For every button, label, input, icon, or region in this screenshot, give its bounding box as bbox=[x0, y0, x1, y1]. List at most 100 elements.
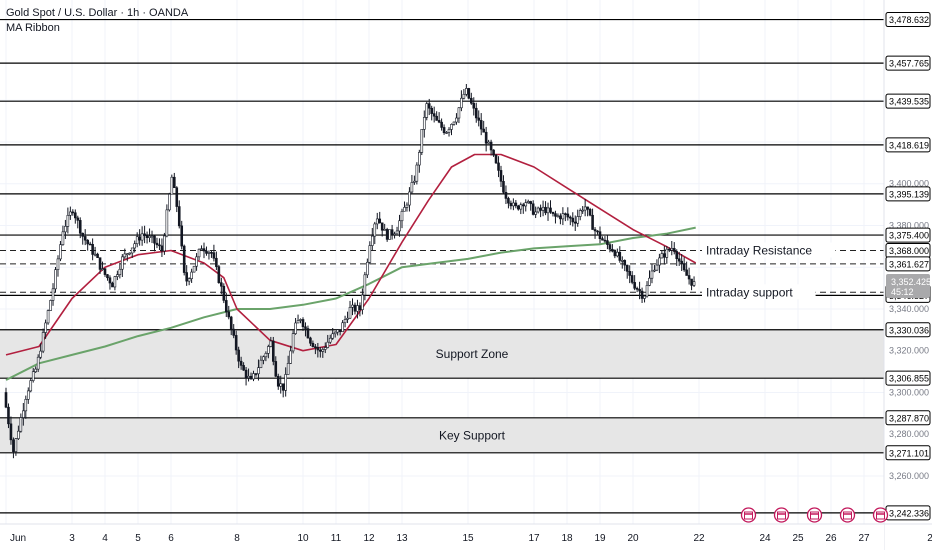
candle-body bbox=[227, 311, 231, 318]
candle bbox=[665, 246, 669, 264]
candle-body bbox=[254, 373, 258, 375]
candle bbox=[91, 238, 94, 261]
candle-body bbox=[603, 239, 607, 242]
candle-body bbox=[301, 319, 305, 328]
candle bbox=[586, 206, 589, 217]
candle bbox=[477, 110, 481, 127]
candle bbox=[158, 238, 161, 251]
candle-body bbox=[182, 245, 186, 273]
candle-body bbox=[306, 328, 310, 339]
candle-body bbox=[331, 333, 335, 339]
candle-body bbox=[155, 242, 159, 246]
candle bbox=[262, 355, 265, 365]
candle-body bbox=[660, 253, 664, 259]
candle-body bbox=[566, 213, 570, 218]
time-tick-label: 6 bbox=[168, 533, 174, 544]
candle-body bbox=[601, 238, 604, 241]
candle-body bbox=[118, 268, 122, 275]
candle bbox=[133, 240, 136, 253]
candle-body bbox=[551, 211, 555, 214]
candle-body bbox=[692, 281, 696, 286]
candle-body bbox=[586, 206, 589, 210]
candle bbox=[403, 201, 406, 212]
candle-body bbox=[685, 269, 688, 276]
calendar-event-icon bbox=[806, 507, 823, 523]
candle-body bbox=[153, 235, 156, 244]
candle bbox=[531, 200, 535, 216]
candle-body bbox=[413, 180, 416, 183]
candle-body bbox=[281, 383, 285, 391]
candle-body bbox=[499, 170, 503, 182]
candle bbox=[628, 265, 632, 284]
level-tag-label: 3,330.036 bbox=[889, 325, 929, 335]
level-tag bbox=[885, 12, 931, 28]
candle bbox=[648, 270, 651, 287]
candle bbox=[121, 254, 124, 278]
candle-body bbox=[262, 356, 265, 361]
candle bbox=[370, 227, 374, 251]
candle bbox=[519, 202, 523, 215]
candle-body bbox=[653, 269, 656, 272]
candle bbox=[145, 231, 149, 244]
level-tag bbox=[885, 137, 931, 153]
candle-body bbox=[336, 329, 339, 333]
candle-body bbox=[643, 295, 646, 299]
candle bbox=[343, 315, 347, 328]
candle-body bbox=[638, 289, 641, 292]
candle bbox=[195, 253, 198, 271]
candle-body bbox=[333, 331, 337, 335]
candle bbox=[227, 305, 231, 320]
candle-body bbox=[442, 127, 446, 134]
candle bbox=[76, 215, 80, 229]
candle bbox=[499, 165, 503, 187]
candle-body bbox=[234, 335, 238, 351]
candle-body bbox=[655, 264, 659, 271]
candle-body bbox=[512, 202, 515, 207]
candle bbox=[469, 92, 473, 105]
candle-body bbox=[388, 229, 391, 240]
price-tick-label: 3,380.000 bbox=[889, 220, 929, 230]
candle bbox=[257, 359, 260, 381]
candle bbox=[31, 368, 35, 383]
candle bbox=[26, 387, 30, 404]
candle bbox=[351, 298, 354, 316]
candle-body bbox=[368, 245, 372, 263]
candle bbox=[606, 234, 609, 250]
candle bbox=[692, 276, 696, 287]
candle bbox=[554, 210, 557, 224]
candle-body bbox=[583, 206, 587, 211]
level-tag bbox=[885, 256, 931, 272]
candle-body bbox=[175, 187, 179, 207]
candle bbox=[618, 246, 622, 263]
candle bbox=[539, 204, 542, 218]
candle-body bbox=[596, 230, 599, 233]
candle bbox=[336, 329, 339, 336]
candle-body bbox=[487, 141, 490, 144]
candle bbox=[571, 212, 575, 227]
candle-body bbox=[395, 230, 399, 235]
candle bbox=[583, 199, 587, 217]
candle bbox=[591, 208, 594, 230]
candle bbox=[541, 200, 545, 217]
candle bbox=[289, 345, 292, 364]
candle-body bbox=[311, 342, 315, 347]
candle-body bbox=[180, 225, 184, 247]
candle bbox=[638, 281, 641, 300]
candle bbox=[271, 336, 275, 366]
candle-body bbox=[108, 277, 112, 284]
candle bbox=[690, 278, 693, 291]
candle bbox=[49, 299, 52, 312]
candle bbox=[346, 311, 349, 324]
candle bbox=[450, 123, 453, 136]
candle-body bbox=[346, 317, 349, 320]
indicator-name[interactable]: MA Ribbon bbox=[6, 22, 60, 34]
candle-body bbox=[217, 266, 221, 283]
candle-body bbox=[41, 332, 45, 352]
candle-body bbox=[69, 211, 72, 216]
candle bbox=[465, 83, 468, 97]
candle bbox=[680, 254, 683, 272]
symbol-title[interactable]: Gold Spot / U.S. Dollar · 1h · OANDA bbox=[6, 7, 189, 19]
candle bbox=[190, 268, 193, 283]
candle bbox=[388, 229, 391, 240]
